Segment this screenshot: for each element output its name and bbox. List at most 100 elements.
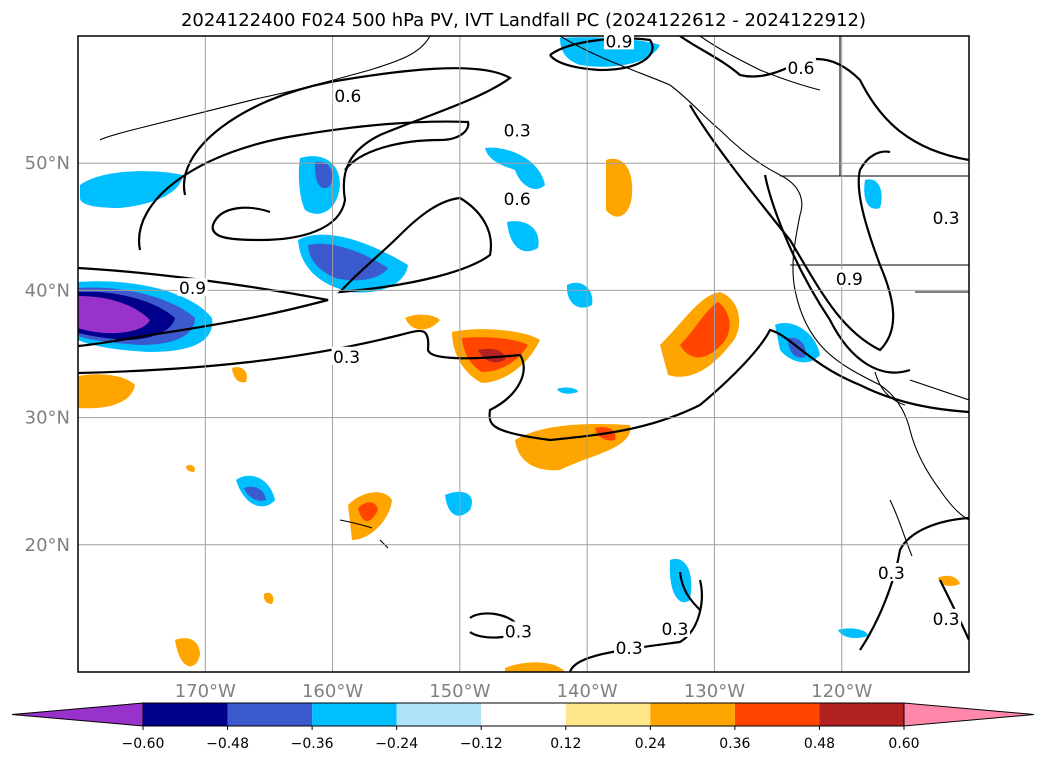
contour-line bbox=[679, 36, 969, 162]
fill-region-pos bbox=[232, 367, 247, 383]
lon-tick-label: 140°W bbox=[557, 681, 618, 702]
contour-line bbox=[859, 516, 969, 651]
colorbar-extend-max bbox=[903, 702, 1035, 727]
fill-region-neg bbox=[314, 161, 333, 189]
contour-label-bg bbox=[502, 189, 533, 208]
contour-label: 0.6 bbox=[334, 87, 361, 107]
colorbar-segment bbox=[396, 703, 482, 726]
colorbar: −0.60 −0.48 −0.36 −0.24 −0.12 0.12 0.24 0.36 0.4… bbox=[11, 702, 1035, 752]
contour-label: 0.3 bbox=[878, 564, 905, 584]
coastline bbox=[699, 36, 821, 91]
lon-tick-label: 150°W bbox=[429, 681, 490, 702]
colorbar-tick-label: −0.60 bbox=[122, 736, 165, 752]
coastline bbox=[889, 499, 913, 557]
fill-region-neg bbox=[566, 282, 593, 308]
coastline bbox=[559, 36, 969, 521]
contour-line bbox=[182, 67, 512, 242]
lat-tick-label: 50°N bbox=[25, 153, 70, 174]
contour-label-bg bbox=[931, 608, 962, 627]
fill-region-pos bbox=[175, 638, 200, 667]
contour-line bbox=[137, 120, 470, 251]
fill-region-neg bbox=[244, 486, 266, 501]
pv-fill-layer bbox=[78, 37, 960, 672]
colorbar-extend-min bbox=[11, 702, 144, 727]
colorbar-segment bbox=[734, 703, 820, 726]
fill-region-neg bbox=[308, 243, 388, 281]
lon-tick-label: 130°W bbox=[684, 681, 745, 702]
fill-region-pos bbox=[405, 314, 440, 330]
fill-region-pos bbox=[680, 302, 730, 358]
contour-label: 0.3 bbox=[505, 623, 532, 643]
fill-region-pos bbox=[263, 592, 274, 604]
contour-label: 0.3 bbox=[333, 348, 360, 368]
fill-region-pos bbox=[78, 374, 135, 409]
colorbar-outline bbox=[142, 702, 905, 727]
fill-region-pos bbox=[358, 502, 378, 522]
colorbar-segment bbox=[312, 703, 397, 726]
colorbar-segment bbox=[481, 703, 566, 726]
contour-label-bg bbox=[603, 31, 634, 50]
contour-label: 0.9 bbox=[836, 270, 863, 290]
gridline-layer bbox=[78, 36, 969, 672]
longitude-label-layer: 170°W 160°W 150°W 140°W 130°W 120°W bbox=[175, 681, 873, 702]
lat-tick-label: 30°N bbox=[25, 408, 70, 429]
latitude-label-layer: 50°N 40°N 30°N 20°N bbox=[25, 153, 70, 556]
contour-label: 0.9 bbox=[605, 32, 632, 52]
contour-line bbox=[78, 328, 969, 442]
contour-layer bbox=[78, 36, 969, 672]
fill-region-pos bbox=[606, 158, 633, 217]
contour-label-bg bbox=[659, 619, 690, 638]
colorbar-tick-label: 0.24 bbox=[635, 736, 666, 752]
lat-tick-label: 40°N bbox=[25, 280, 70, 301]
contour-label-bg bbox=[331, 346, 362, 365]
contour-label-bg bbox=[876, 563, 907, 582]
coastline bbox=[339, 519, 389, 549]
contour-line bbox=[337, 196, 493, 294]
colorbar-tick-label: −0.12 bbox=[460, 736, 503, 752]
fill-region-neg bbox=[445, 491, 472, 516]
contour-line bbox=[78, 266, 329, 348]
contour-label-layer: 0.6 0.3 0.6 0.9 0.3 0.9 0.6 0.9 0.3 0.3 0.3 0.3 0.3 0… bbox=[177, 31, 962, 659]
contour-label: 0.6 bbox=[787, 59, 814, 79]
lat-tick-label: 20°N bbox=[25, 535, 70, 556]
lon-tick-label: 160°W bbox=[302, 681, 363, 702]
colorbar-tick-label: −0.48 bbox=[206, 736, 249, 752]
colorbar-tick-label: 0.48 bbox=[804, 736, 835, 752]
coastline-layer bbox=[99, 36, 969, 557]
contour-label: 0.3 bbox=[504, 121, 531, 141]
lon-tick-label: 120°W bbox=[811, 681, 872, 702]
colorbar-tick-label: 0.12 bbox=[550, 736, 581, 752]
fill-region-neg bbox=[78, 296, 150, 334]
colorbar-tick-label: −0.24 bbox=[375, 736, 418, 752]
map-frame bbox=[77, 35, 970, 673]
contour-line bbox=[689, 104, 895, 352]
contour-label-bg bbox=[614, 638, 645, 657]
fill-region-pos bbox=[478, 348, 506, 363]
contour-label-bg bbox=[834, 269, 865, 288]
colorbar-segment bbox=[565, 703, 651, 726]
fill-region-pos bbox=[186, 464, 195, 472]
contour-label: 0.3 bbox=[933, 610, 960, 630]
contour-label-bg bbox=[785, 58, 816, 77]
fill-region-neg bbox=[485, 147, 545, 190]
contour-line bbox=[678, 571, 701, 611]
contour-line bbox=[763, 174, 911, 374]
contour-label: 0.9 bbox=[179, 279, 206, 299]
coastline bbox=[99, 36, 431, 141]
contour-label-bg bbox=[332, 86, 363, 105]
contour-label-bg bbox=[502, 120, 533, 139]
colorbar-tick-label: 0.36 bbox=[719, 736, 750, 752]
state-border bbox=[909, 379, 969, 401]
contour-label-bg bbox=[177, 278, 208, 297]
colorbar-segment bbox=[227, 703, 313, 726]
colorbar-tick-label: 0.60 bbox=[888, 736, 919, 752]
contour-label: 0.6 bbox=[504, 190, 531, 210]
contour-label-bg bbox=[931, 208, 962, 227]
contour-line bbox=[568, 579, 703, 672]
colorbar-segment bbox=[143, 703, 228, 726]
colorbar-segment bbox=[650, 703, 735, 726]
lon-tick-label: 170°W bbox=[175, 681, 236, 702]
fill-region-neg bbox=[507, 221, 539, 252]
fill-region-neg bbox=[557, 387, 578, 394]
